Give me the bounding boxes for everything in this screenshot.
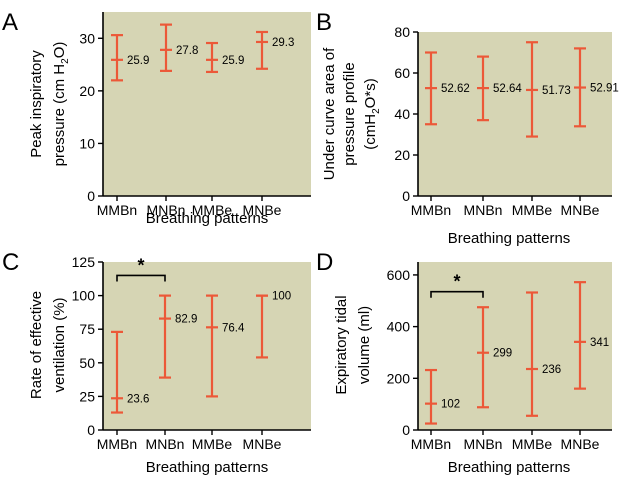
y-axis-title-b: Under curve area of pressure profile (cm… (321, 47, 382, 180)
x-axis-title-b: Breathing patterns (448, 230, 571, 247)
chart-marks-a: 0 10 20 30 MMBn 25.9 MNBn 27.8 MMBe 25.9 MNBe 29.3 (79, 12, 311, 218)
data-label-b: 52.91 (590, 83, 619, 95)
y-axis-title-c-line1: Rate of effective (28, 291, 45, 399)
data-label-a: 27.8 (176, 45, 198, 57)
y-tick-label-a: 10 (79, 135, 95, 151)
panel-letter-a: A (2, 9, 18, 36)
chart-marks-b: 0 20 40 60 80 MMBn 52.62 MNBn 52.64 MMBe 51.73 MNBe… (394, 24, 618, 218)
y-tick-label-c: 50 (79, 355, 95, 371)
data-label-c: 76.4 (222, 322, 245, 334)
y-axis-title-a-tail: O) (51, 42, 68, 59)
y-tick-label-b: 20 (394, 147, 410, 163)
y-axis-title-a-line1: Peak inspiratory (28, 50, 45, 158)
x-tick-label-d: MNBn (464, 436, 503, 452)
y-axis-title-a-main: pressure (cm H (51, 64, 68, 167)
data-label-d: 236 (542, 364, 561, 376)
data-label-a: 25.9 (127, 55, 149, 67)
y-axis-title-b-line2: pressure profile (341, 62, 358, 165)
plot-area-b (418, 32, 612, 196)
chart-marks-c: 0 25 50 75 100 125 MMBn 23.6 MNBn 82.9 MMBe 76.4 MNB… (72, 254, 311, 452)
x-tick-label-d: MMBe (512, 436, 553, 452)
y-tick-label-b: 40 (394, 106, 410, 122)
panel-letter-b: B (316, 9, 332, 36)
data-label-b: 52.62 (441, 83, 470, 95)
y-tick-label-b: 80 (394, 24, 410, 40)
significance-bracket-d (430, 290, 484, 298)
y-axis-title-b-line1: Under curve area of (321, 47, 338, 180)
y-tick-label-c: 100 (72, 288, 96, 304)
data-label-d: 102 (441, 399, 460, 411)
y-tick-label-a: 20 (79, 83, 95, 99)
y-axis-title-a-sub: 2 (60, 58, 71, 64)
x-tick-label-c: MMBe (192, 436, 233, 452)
x-tick-label-a: MMBn (97, 202, 137, 218)
x-tick-label-a: MMBe (192, 202, 233, 218)
panel-a: A Peak inspiratory pressure (cm H2O) Bre… (2, 9, 311, 227)
x-axis-title-c: Breathing patterns (146, 459, 269, 476)
y-tick-label-d: 600 (387, 267, 411, 283)
y-axis-title-d-line1: Expiratory tidal (333, 295, 350, 394)
y-tick-label-c: 25 (79, 388, 95, 404)
significance-bracket-c (116, 274, 166, 282)
y-axis-title-c: Rate of effective ventilation (%) (28, 291, 68, 399)
x-tick-label-a: MNBn (147, 202, 186, 218)
x-tick-label-c: MNBn (146, 436, 185, 452)
x-tick-label-d: MMBn (411, 436, 451, 452)
x-axis-title-a: Breathing patterns (146, 210, 269, 227)
y-axis-title-b-pre: (cmH (362, 114, 379, 150)
y-tick-label-d: 400 (387, 319, 411, 335)
significance-star-d: * (453, 272, 460, 292)
data-label-c: 82.9 (175, 314, 197, 326)
y-axis-title-b-post: O*s) (362, 78, 379, 108)
x-tick-label-c: MMBn (97, 436, 137, 452)
y-tick-label-d: 200 (387, 370, 411, 386)
panel-c: C Rate of effective ventilation (%) Brea… (2, 249, 311, 476)
x-tick-label-b: MNBe (561, 202, 600, 218)
data-label-d: 299 (493, 348, 512, 360)
x-tick-label-a: MNBe (243, 202, 282, 218)
chart-marks-d: 0 200 400 600 MMBn 102 MNBn 299 MMBe 236 MNBe 341 * (387, 262, 612, 452)
data-label-a: 25.9 (222, 55, 244, 67)
y-tick-label-d: 0 (402, 422, 410, 438)
y-axis-title-c-line2: ventilation (%) (51, 297, 68, 392)
y-axis-title-d: Expiratory tidal volume (ml) (333, 295, 373, 394)
y-axis-title-b-sub: 2 (371, 108, 382, 114)
x-tick-label-c: MNBe (243, 436, 282, 452)
x-tick-label-d: MNBe (561, 436, 600, 452)
plot-area-c (103, 262, 311, 430)
data-label-b: 52.64 (493, 83, 522, 95)
y-tick-label-b: 60 (394, 65, 410, 81)
y-axis-title-d-line2: volume (ml) (356, 306, 373, 384)
panel-b: B Under curve area of pressure profile (… (316, 9, 619, 247)
y-tick-label-b: 0 (402, 188, 410, 204)
x-axis-title-d: Breathing patterns (448, 459, 571, 476)
x-tick-label-b: MMBn (411, 202, 451, 218)
y-axis-title-b-line3: (cmH2O*s) (362, 78, 382, 149)
data-label-d: 341 (590, 337, 609, 349)
y-axis-title-a: Peak inspiratory pressure (cm H2O) (28, 42, 71, 167)
panel-d: D Expiratory tidal volume (ml) Breathing… (316, 249, 612, 476)
y-tick-label-a: 30 (79, 30, 95, 46)
data-label-b: 51.73 (542, 85, 571, 97)
data-label-c: 23.6 (127, 393, 149, 405)
data-label-c: 100 (272, 291, 291, 303)
significance-star-c: * (137, 255, 144, 275)
panel-letter-c: C (2, 249, 19, 276)
y-tick-label-c: 0 (87, 422, 95, 438)
y-tick-label-c: 125 (72, 254, 96, 270)
y-tick-label-a: 0 (87, 188, 95, 204)
x-tick-label-b: MMBe (512, 202, 553, 218)
data-label-a: 29.3 (272, 37, 294, 49)
y-tick-label-c: 75 (79, 321, 95, 337)
y-axis-title-a-line2: pressure (cm H2O) (51, 42, 71, 167)
x-tick-label-b: MNBn (464, 202, 503, 218)
panel-letter-d: D (316, 249, 333, 276)
